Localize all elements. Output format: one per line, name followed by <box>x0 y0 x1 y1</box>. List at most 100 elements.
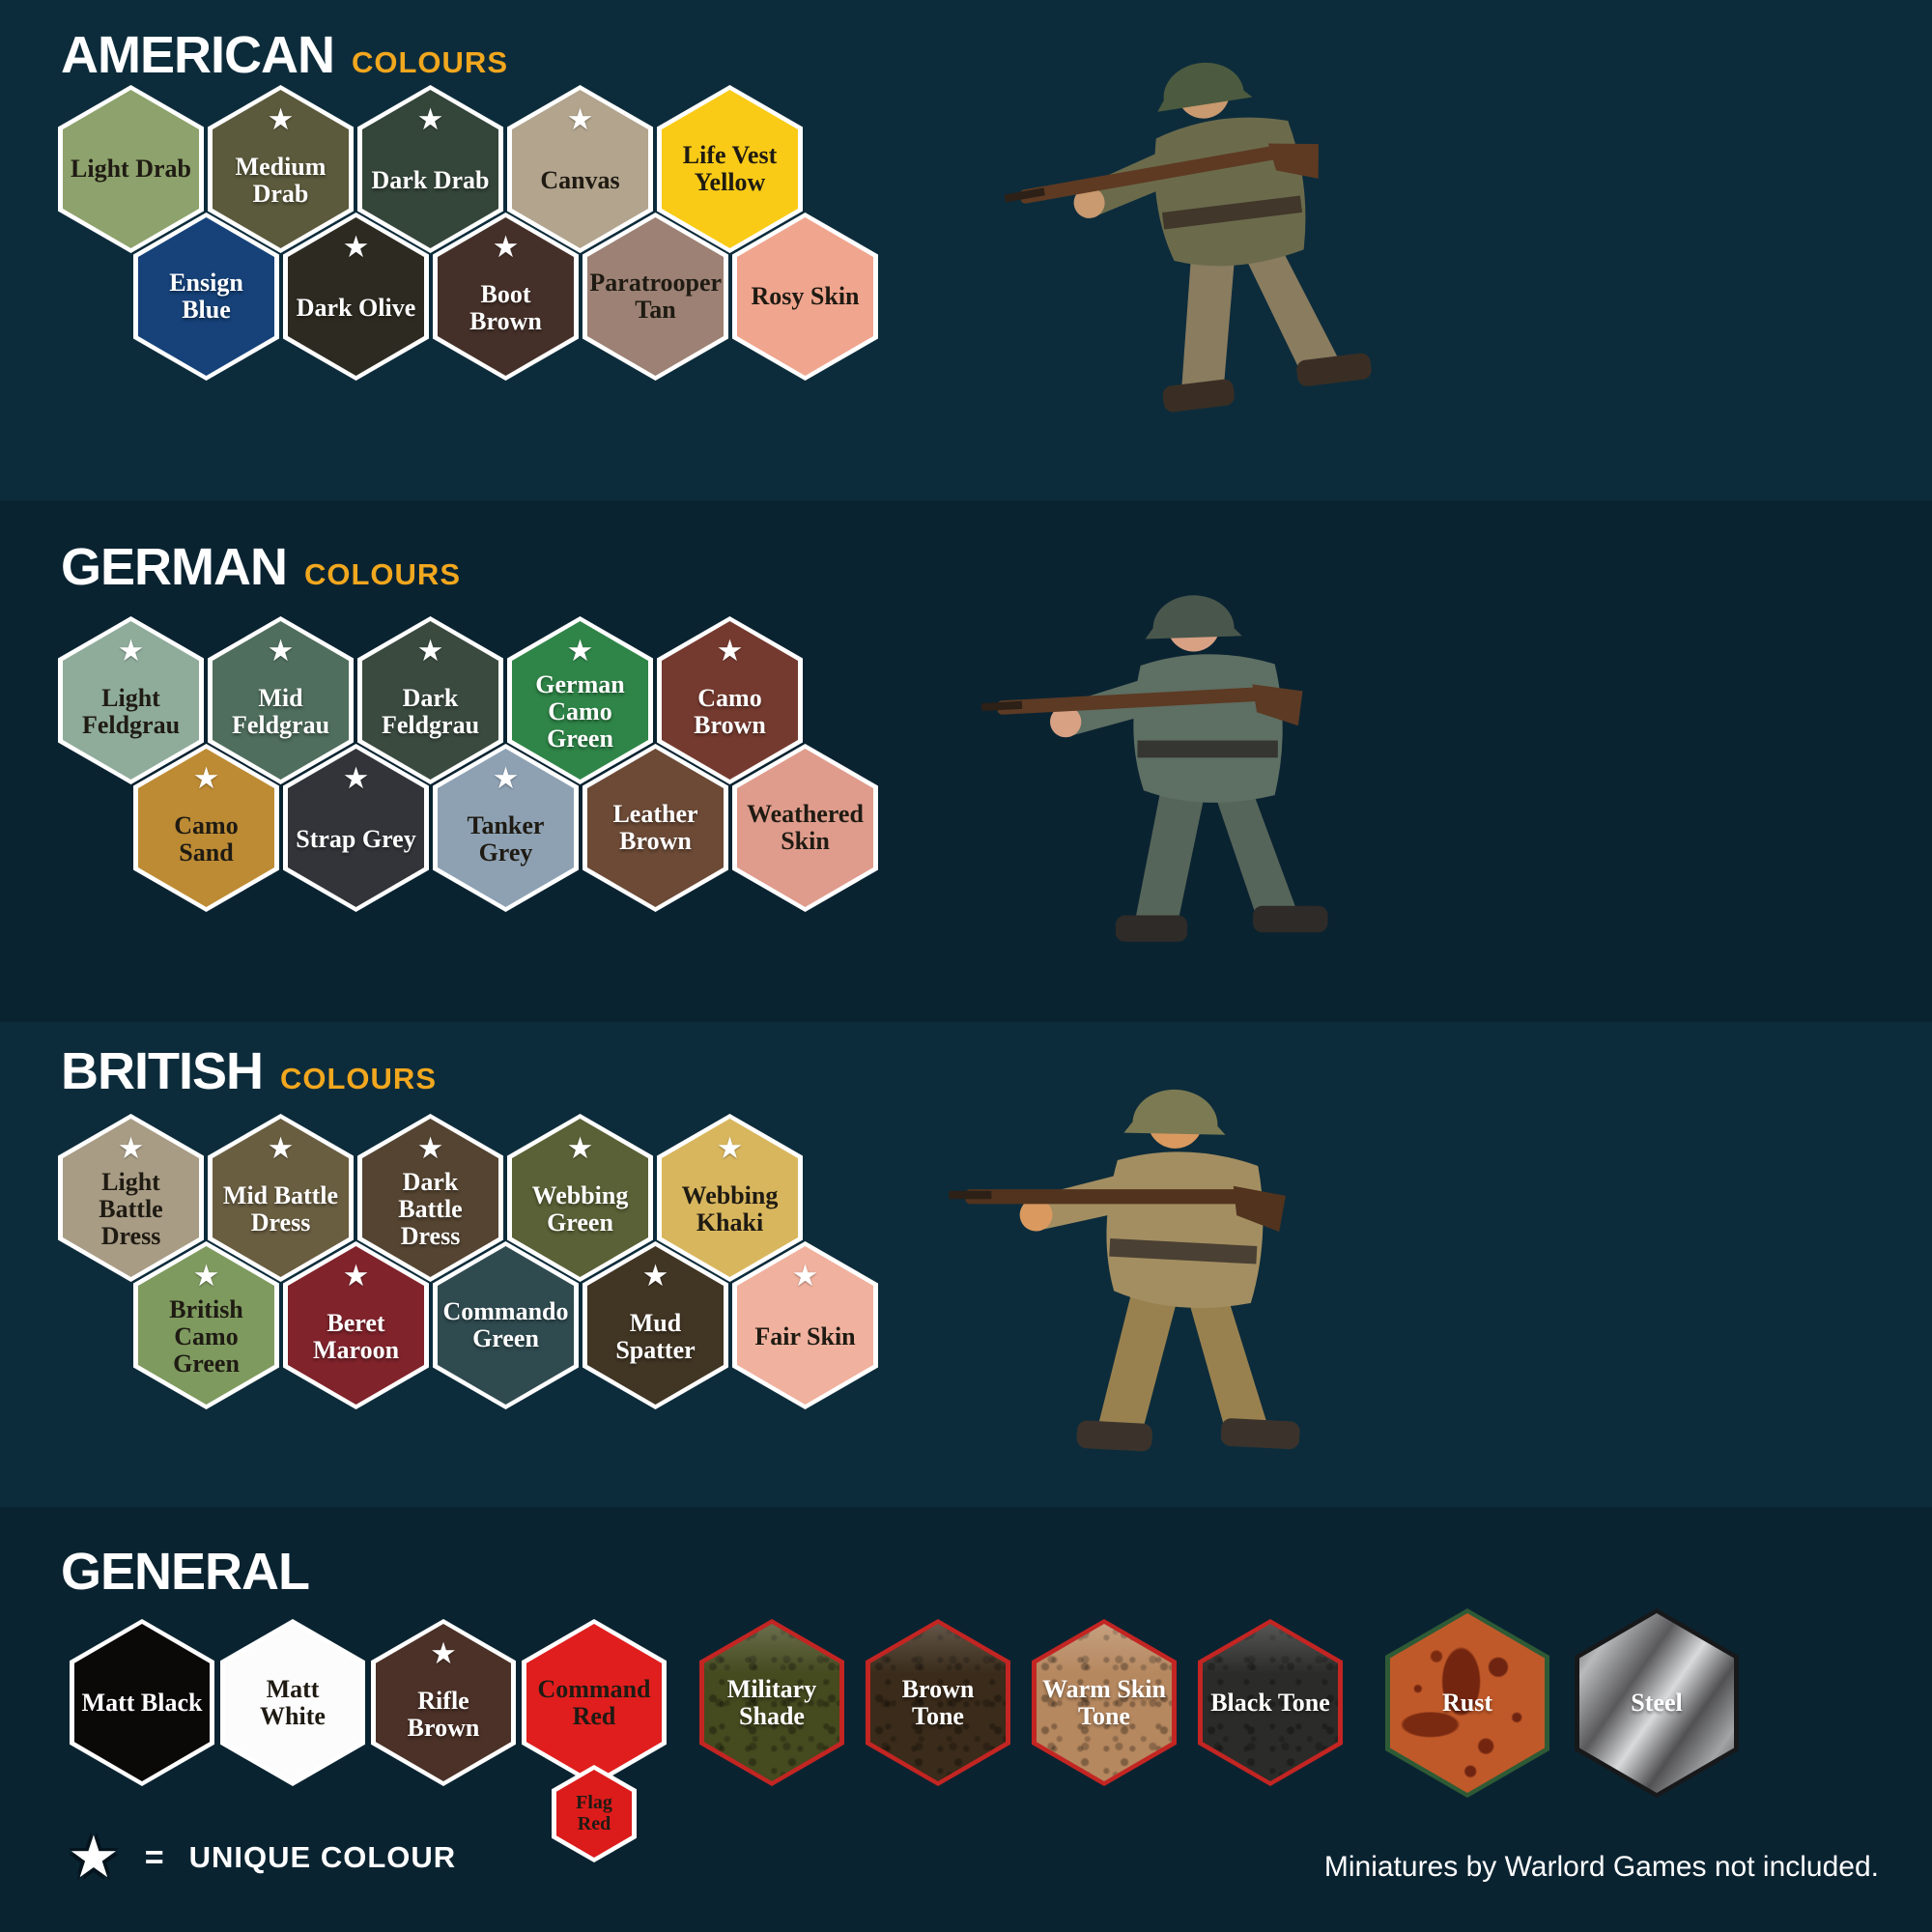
section-subtitle: COLOURS <box>280 1062 437 1095</box>
swatch-matt-black: Matt Black <box>70 1619 214 1786</box>
swatch-colour-fill: ★ Fair Skin <box>737 1246 873 1405</box>
swatch-label: Beret Maroon <box>312 1309 400 1364</box>
section-title: GENERAL <box>61 1543 310 1601</box>
swatch-colour-fill: Light Drab <box>63 90 199 248</box>
unique-star-icon: ★ <box>192 761 220 795</box>
swatch-medium-drab: ★ Medium Drab <box>208 85 354 253</box>
unique-star-icon: ★ <box>68 1825 120 1889</box>
swatch-label: Mid Battle Dress <box>222 1181 339 1236</box>
swatch-camo-brown: ★ Camo Brown <box>657 616 803 784</box>
unique-colour-legend: ★ = UNIQUE COLOUR <box>68 1829 456 1887</box>
swatch-colour-fill: Leather Brown <box>587 749 724 907</box>
swatch-colour-fill: ★ Mud Spatter <box>587 1246 724 1405</box>
swatch-paratrooper-tan: Paratrooper Tan <box>582 213 728 381</box>
swatch-label: Ensign Blue <box>169 269 243 324</box>
swatch-colour-fill: Rosy Skin <box>737 217 873 376</box>
swatch-german-camo-green: ★ German Camo Green <box>507 616 653 784</box>
swatch-label: Boot Brown <box>469 280 542 335</box>
section-header-general: GENERAL <box>61 1542 310 1602</box>
swatch-label: Rifle Brown <box>407 1686 480 1742</box>
swatch-black-tone: Black Tone <box>1198 1619 1343 1786</box>
swatch-label: British Camo Green <box>169 1295 243 1378</box>
unique-star-icon: ★ <box>267 102 295 136</box>
section-header-american: AMERICAN COLOURS <box>61 25 508 85</box>
unique-star-icon: ★ <box>430 1636 457 1670</box>
swatch-colour-fill: ★ Webbing Khaki <box>662 1119 798 1277</box>
swatch-rifle-brown: ★ Rifle Brown <box>371 1619 516 1786</box>
swatch-label: Paratrooper Tan <box>589 269 723 324</box>
unique-star-icon: ★ <box>267 634 295 668</box>
swatch-label: Military Shade <box>726 1674 817 1730</box>
swatch-life-vest-yellow: Life Vest Yellow <box>657 85 803 253</box>
swatch-colour-fill: Matt Black <box>74 1624 210 1781</box>
swatch-light-battle-dress: ★ Light Battle Dress <box>58 1114 204 1282</box>
unique-star-icon: ★ <box>342 230 370 264</box>
unique-star-icon: ★ <box>192 1259 220 1293</box>
swatch-label: Mid Feldgrau <box>231 684 330 739</box>
swatch-colour-fill: ★ Mid Feldgrau <box>213 621 349 780</box>
unique-star-icon: ★ <box>716 1131 744 1165</box>
swatch-label: Leather Brown <box>612 800 698 855</box>
swatch-colour-fill: Weathered Skin <box>737 749 873 907</box>
swatch-label: Life Vest Yellow <box>682 141 778 196</box>
swatch-label: Matt Black <box>81 1688 203 1717</box>
swatch-colour-fill: ★ Camo Brown <box>662 621 798 780</box>
swatch-label: Matt White <box>260 1674 326 1730</box>
section-title: GERMAN <box>61 538 288 596</box>
swatch-label: Command Red <box>537 1674 651 1730</box>
unique-star-icon: ★ <box>416 102 444 136</box>
swatch-label: Light Drab <box>71 155 191 184</box>
swatch-colour-fill: Military Shade <box>704 1624 839 1781</box>
swatch-colour-fill: ★ Light Battle Dress <box>63 1119 199 1277</box>
swatch-colour-fill: ★ Beret Maroon <box>288 1246 424 1405</box>
section-title: BRITISH <box>61 1042 264 1100</box>
unique-star-icon: ★ <box>791 1259 819 1293</box>
swatch-colour-fill: Matt White <box>225 1624 360 1781</box>
swatch-rosy-skin: Rosy Skin <box>732 213 878 381</box>
section-american: AMERICAN COLOURS Light Drab ★ Medium Drab ★ D… <box>0 0 1932 500</box>
swatch-label: Canvas <box>540 166 620 195</box>
american-soldier-miniature-photo <box>1004 2 1468 417</box>
british-soldier-miniature <box>949 1089 1300 1452</box>
swatch-label: Flag Red <box>576 1792 612 1834</box>
unique-star-icon: ★ <box>342 761 370 795</box>
swatch-colour-fill: Command Red <box>526 1624 662 1781</box>
swatch-colour-fill: Life Vest Yellow <box>662 90 798 248</box>
swatch-label: Dark Drab <box>371 166 490 195</box>
section-subtitle: COLOURS <box>352 45 508 79</box>
swatch-label: Warm Skin Tone <box>1042 1674 1166 1730</box>
unique-star-icon: ★ <box>566 634 594 668</box>
swatch-colour-fill: ★ Light Feldgrau <box>63 621 199 780</box>
unique-star-icon: ★ <box>566 1131 594 1165</box>
swatch-light-feldgrau: ★ Light Feldgrau <box>58 616 204 784</box>
swatch-warm-skin-tone: Warm Skin Tone <box>1032 1619 1177 1786</box>
swatch-colour-fill: ★ Rifle Brown <box>376 1624 511 1781</box>
section-german: GERMAN COLOURS ★ Light Feldgrau ★ Mid Feldgr… <box>0 500 1932 1022</box>
swatch-steel: Steel <box>1575 1608 1739 1798</box>
swatch-command-red: Command Red <box>522 1619 667 1786</box>
swatch-colour-fill: Commando Green <box>438 1246 574 1405</box>
unique-star-icon: ★ <box>641 1259 669 1293</box>
section-british: BRITISH COLOURS ★ Light Battle Dress ★ Mid B… <box>0 1022 1932 1507</box>
swatch-colour-fill: ★ Dark Feldgrau <box>362 621 498 780</box>
swatch-label: Webbing Khaki <box>681 1181 779 1236</box>
section-subtitle: COLOURS <box>304 557 461 591</box>
swatch-label: Camo Brown <box>694 684 766 739</box>
german-soldier-miniature-photo <box>976 544 1449 950</box>
swatch-flag-red: Flag Red <box>552 1765 637 1862</box>
swatch-fair-skin: ★ Fair Skin <box>732 1241 878 1409</box>
swatch-rust: Rust <box>1385 1608 1549 1798</box>
swatch-label: Black Tone <box>1210 1688 1330 1717</box>
swatch-label: Tanker Grey <box>467 811 545 867</box>
swatch-colour-fill: ★ Dark Battle Dress <box>362 1119 498 1277</box>
swatch-label: Dark Battle Dress <box>398 1168 463 1250</box>
american-soldier-miniature <box>1004 62 1372 412</box>
miniatures-disclaimer: Miniatures by Warlord Games not included… <box>1323 1851 1879 1883</box>
swatch-leather-brown: Leather Brown <box>582 744 728 912</box>
swatch-colour-fill: ★ Camo Sand <box>138 749 274 907</box>
swatch-colour-fill: Rust <box>1390 1613 1545 1793</box>
swatch-label: Fair Skin <box>754 1322 856 1351</box>
swatch-canvas: ★ Canvas <box>507 85 653 253</box>
swatch-colour-fill: Steel <box>1579 1613 1734 1793</box>
swatch-colour-fill: ★ Dark Drab <box>362 90 498 248</box>
